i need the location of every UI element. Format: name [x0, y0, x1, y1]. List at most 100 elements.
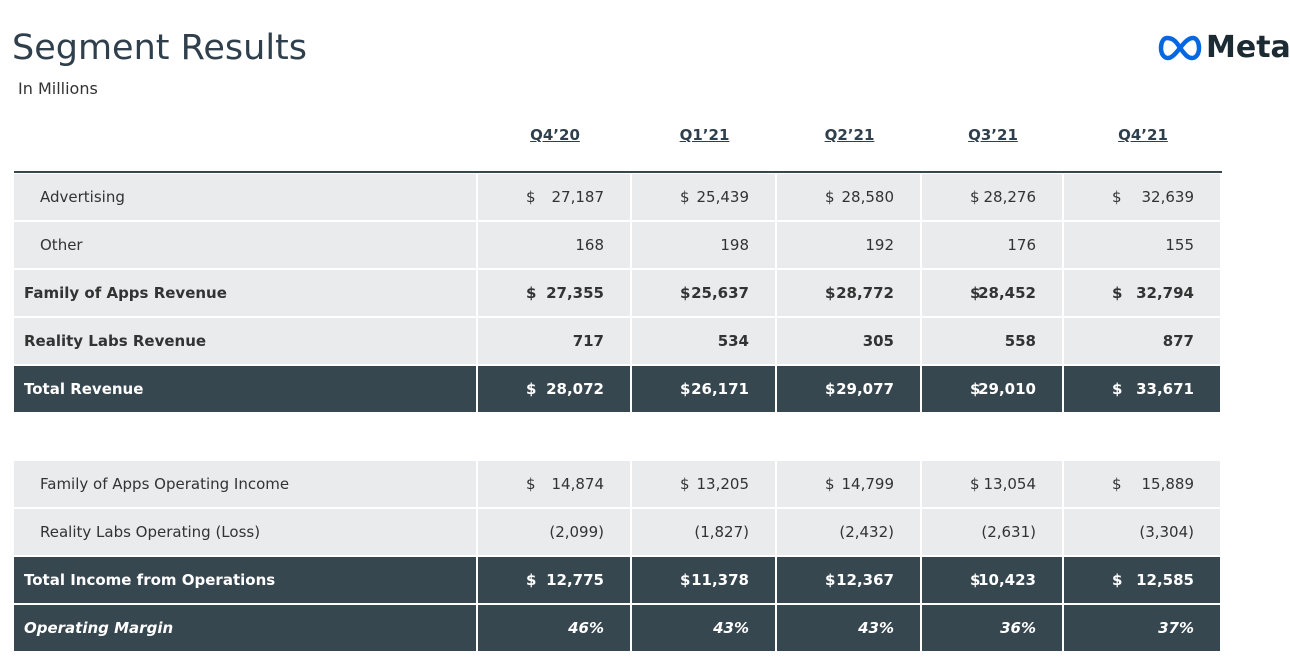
- value-cell: $12,367: [777, 557, 920, 603]
- row-label: Reality Labs Operating (Loss): [14, 509, 476, 555]
- amount: 28,072: [546, 380, 604, 398]
- value-cell: $28,276: [922, 174, 1062, 220]
- amount: 29,077: [836, 380, 894, 398]
- value-cell: $28,580: [777, 174, 920, 220]
- currency-sign: $: [825, 571, 836, 589]
- value-cell: 36%: [922, 605, 1062, 651]
- currency-sign: $: [680, 380, 691, 398]
- currency-sign: $: [970, 188, 980, 206]
- table-row: Total Revenue $28,072 $26,171 $29,077 $29,01…: [14, 366, 1222, 412]
- table-row: Reality Labs Revenue 717 534 305 558 877: [14, 318, 1222, 364]
- title: Segment Results: [12, 28, 308, 68]
- value-cell: 305: [777, 318, 920, 364]
- row-label: Family of Apps Operating Income: [14, 461, 476, 507]
- value-cell: 198: [632, 222, 775, 268]
- amount: 43%: [713, 619, 749, 637]
- currency-sign: $: [970, 571, 981, 589]
- amount: 36%: [1000, 619, 1036, 637]
- row-label: Reality Labs Revenue: [14, 318, 476, 364]
- value-cell: (2,631): [922, 509, 1062, 555]
- value-cell: $25,637: [632, 270, 775, 316]
- currency-sign: $: [825, 380, 836, 398]
- column-header: Q1’21: [679, 126, 730, 144]
- currency-sign: $: [526, 284, 537, 302]
- value-cell: $27,187: [478, 174, 630, 220]
- value-cell: $27,355: [478, 270, 630, 316]
- amount: 43%: [858, 619, 894, 637]
- value-cell: $12,585: [1064, 557, 1220, 603]
- value-cell: 534: [632, 318, 775, 364]
- table-row: Family of Apps Revenue $27,355 $25,637 $28,…: [14, 270, 1222, 316]
- value-cell: $32,794: [1064, 270, 1220, 316]
- amount: 46%: [568, 619, 604, 637]
- currency-sign: $: [1112, 188, 1122, 206]
- amount: 29,010: [978, 380, 1036, 398]
- amount: 14,799: [841, 475, 895, 493]
- value-cell: $13,054: [922, 461, 1062, 507]
- brand-logo: Meta: [1158, 30, 1290, 65]
- value-cell: $14,874: [478, 461, 630, 507]
- amount: 12,585: [1136, 571, 1194, 589]
- value-cell: 176: [922, 222, 1062, 268]
- column-header: Q4’21: [1118, 126, 1168, 144]
- amount: 27,187: [551, 188, 605, 206]
- value-cell: $14,799: [777, 461, 920, 507]
- value-cell: 43%: [777, 605, 920, 651]
- amount: 37%: [1158, 619, 1194, 637]
- value-cell: 46%: [478, 605, 630, 651]
- value-cell: 37%: [1064, 605, 1220, 651]
- currency-sign: $: [970, 284, 981, 302]
- amount: 155: [1165, 236, 1194, 254]
- value-cell: 192: [777, 222, 920, 268]
- table-row: Total Income from Operations $12,775 $11,3…: [14, 557, 1222, 603]
- amount: 13,054: [983, 475, 1037, 493]
- header-rule: [14, 171, 1222, 173]
- currency-sign: $: [825, 188, 835, 206]
- value-cell: 877: [1064, 318, 1220, 364]
- amount: 305: [862, 332, 894, 350]
- amount: (2,432): [839, 523, 894, 541]
- amount: 28,580: [841, 188, 895, 206]
- value-cell: $25,439: [632, 174, 775, 220]
- row-label: Total Income from Operations: [14, 557, 476, 603]
- currency-sign: $: [1112, 380, 1123, 398]
- amount: 12,775: [546, 571, 604, 589]
- amount: 198: [720, 236, 749, 254]
- table-row: Family of Apps Operating Income $14,874 $1…: [14, 461, 1222, 507]
- value-cell: $33,671: [1064, 366, 1220, 412]
- amount: 12,367: [836, 571, 894, 589]
- amount: 176: [1007, 236, 1036, 254]
- value-cell: (1,827): [632, 509, 775, 555]
- value-cell: $28,072: [478, 366, 630, 412]
- value-cell: 43%: [632, 605, 775, 651]
- currency-sign: $: [1112, 284, 1123, 302]
- value-cell: 558: [922, 318, 1062, 364]
- currency-sign: $: [680, 571, 691, 589]
- subtitle: In Millions: [18, 79, 98, 98]
- column-header: Q3’21: [968, 126, 1018, 144]
- value-cell: (3,304): [1064, 509, 1220, 555]
- currency-sign: $: [526, 475, 536, 493]
- currency-sign: $: [526, 188, 536, 206]
- value-cell: $29,077: [777, 366, 920, 412]
- currency-sign: $: [680, 284, 691, 302]
- value-cell: $28,772: [777, 270, 920, 316]
- table-row: Other 168 198 192 176 155: [14, 222, 1222, 268]
- currency-sign: $: [825, 475, 835, 493]
- currency-sign: $: [680, 188, 690, 206]
- column-header: Q4’20: [530, 126, 580, 144]
- amount: 33,671: [1136, 380, 1194, 398]
- amount: 28,452: [978, 284, 1036, 302]
- amount: 11,378: [691, 571, 749, 589]
- row-label: Operating Margin: [14, 605, 476, 651]
- value-cell: (2,099): [478, 509, 630, 555]
- value-cell: $28,452: [922, 270, 1062, 316]
- row-label: Total Revenue: [14, 366, 476, 412]
- value-cell: (2,432): [777, 509, 920, 555]
- row-label: Family of Apps Revenue: [14, 270, 476, 316]
- currency-sign: $: [526, 571, 537, 589]
- value-cell: $29,010: [922, 366, 1062, 412]
- value-cell: $11,378: [632, 557, 775, 603]
- amount: 25,439: [696, 188, 750, 206]
- amount: 32,794: [1136, 284, 1194, 302]
